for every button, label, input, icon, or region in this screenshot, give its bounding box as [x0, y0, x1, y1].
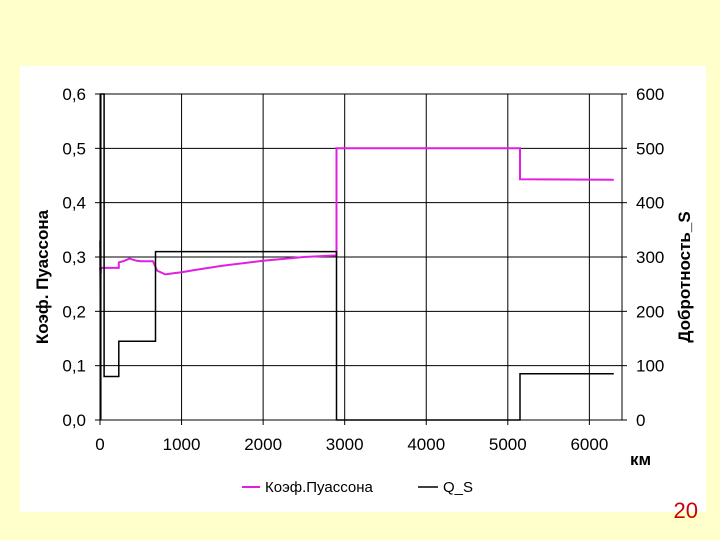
x-tick-label-6: 6000 — [570, 435, 608, 454]
chart: 0,0 0,1 0,2 0,3 0,4 0,5 0,6 0 100 200 300 400 500 600… — [33, 85, 694, 496]
y2-axis-label: Добротность_S — [675, 211, 694, 342]
y2-tick-label-1: 100 — [636, 357, 664, 376]
y-tick-label-4: 0,4 — [62, 194, 86, 213]
y2-tick-label-6: 600 — [636, 85, 664, 104]
page-number: 20 — [673, 498, 698, 523]
x-tick-label-1: 1000 — [163, 435, 201, 454]
y-axis-label: Коэф. Пуассона — [33, 209, 52, 344]
axes: 0,0 0,1 0,2 0,3 0,4 0,5 0,6 0 100 200 300 400 500 600… — [62, 85, 664, 454]
y2-tick-label-5: 500 — [636, 139, 664, 158]
legend: Коэф.Пуассона Q_S — [242, 479, 473, 496]
y-tick-label-0: 0,0 — [62, 411, 86, 430]
x-tick-label-2: 2000 — [244, 435, 282, 454]
y2-tick-label-4: 400 — [636, 194, 664, 213]
y2-tick-label-2: 200 — [636, 302, 664, 321]
y-tick-label-3: 0,3 — [62, 248, 86, 267]
x-tick-label-0: 0 — [95, 435, 104, 454]
y-tick-label-1: 0,1 — [62, 357, 86, 376]
x-tick-label-4: 4000 — [407, 435, 445, 454]
y2-tick-label-0: 0 — [636, 411, 645, 430]
grid — [99, 93, 622, 421]
chart-panel: 0,0 0,1 0,2 0,3 0,4 0,5 0,6 0 100 200 300 400 500 600… — [20, 66, 706, 512]
y-tick-label-5: 0,5 — [62, 139, 86, 158]
x-tick-label-3: 3000 — [326, 435, 364, 454]
x-axis-label: км — [630, 450, 651, 469]
legend-label-q: Q_S — [443, 479, 473, 496]
y-tick-label-2: 0,2 — [62, 302, 86, 321]
y2-tick-label-3: 300 — [636, 248, 664, 267]
series-line-0 — [99, 147, 614, 276]
y-tick-label-6: 0,6 — [62, 85, 86, 104]
legend-label-poisson: Коэф.Пуассона — [265, 479, 373, 496]
x-tick-label-5: 5000 — [489, 435, 527, 454]
